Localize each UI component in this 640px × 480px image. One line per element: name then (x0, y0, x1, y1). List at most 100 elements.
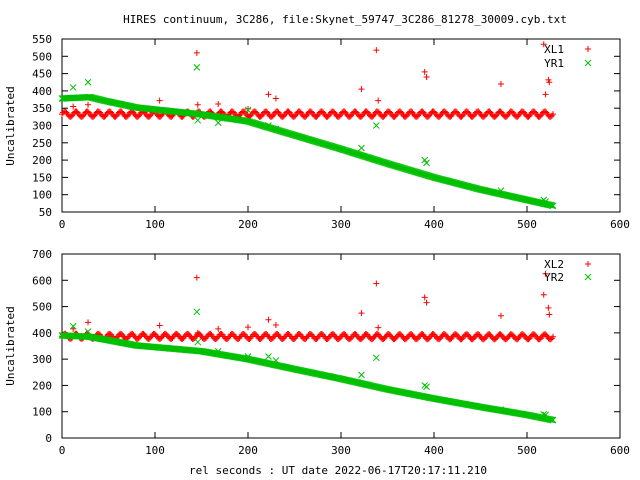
data-point-yr1-outlier (84, 78, 92, 86)
data-point-yr1-outlier (423, 159, 430, 167)
data-point-xl2-outlier (194, 329, 201, 336)
data-point-xl1-outlier (194, 101, 201, 108)
data-point-yr2-outlier (497, 406, 505, 413)
legend-marker-xl2 (585, 261, 591, 267)
bottom-y-tick-label: 0 (45, 432, 52, 445)
data-point-xl2-outlier (542, 270, 549, 277)
data-point-yr1 (548, 202, 556, 209)
top-y-tick-label: 200 (32, 154, 52, 167)
data-point-xl1-outlier (423, 74, 430, 81)
data-point-xl1-outlier (540, 41, 547, 48)
bottom-x-axis-ticks: 0 100 200 300 400 500 600 (59, 254, 630, 457)
data-point-yr2-outlier (272, 357, 280, 364)
data-point-yr1-outlier (372, 122, 380, 129)
data-point-xl2-outlier (358, 310, 365, 317)
data-point-xl1-outlier (70, 103, 77, 110)
top-x-tick-label: 500 (517, 218, 537, 231)
data-point-yr1 (549, 202, 557, 210)
data-point-xl1-outlier (375, 97, 382, 104)
legend-symbol-xl1 (585, 46, 591, 52)
top-x-tick-label: 100 (145, 218, 165, 231)
data-point-yr2 (548, 416, 556, 424)
legend-marker-yr1 (584, 59, 592, 67)
top-y-tick-label: 100 (32, 189, 52, 202)
data-point-yr2-outlier (69, 322, 77, 330)
data-point-xl1-outlier (542, 91, 549, 98)
data-point-yr2-outlier (265, 353, 272, 360)
data-point-yr1-outlier (214, 119, 222, 127)
top-y-tick-label: 550 (32, 33, 52, 46)
data-point-xl1-outlier (245, 105, 251, 112)
data-point-xl1-outlier (272, 95, 279, 102)
top-y-tick-label: 250 (32, 137, 52, 150)
bottom-x-tick-label: 200 (238, 444, 258, 457)
data-point-xl2-outlier (546, 311, 553, 318)
data-point-yr2-outlier (423, 383, 430, 391)
data-point-yr2-outlier (84, 328, 92, 335)
bottom-x-tick-label: 600 (610, 444, 630, 457)
data-point-yr1-outlier (69, 84, 77, 91)
series-yr2 (58, 308, 557, 424)
data-point-xl2-outlier (265, 316, 272, 323)
legend-symbol-yr1 (584, 59, 592, 67)
bottom-x-tick-label: 300 (331, 444, 351, 457)
data-point-yr2-outlier (542, 411, 549, 419)
top-y-tick-label: 450 (32, 68, 52, 81)
data-point-xl1-outlier (156, 97, 163, 104)
top-y-tick-label: 400 (32, 85, 52, 98)
data-point-xl2-outlier (215, 325, 222, 332)
top-x-tick-label: 200 (238, 218, 258, 231)
data-point-xl1-outlier (265, 91, 272, 98)
top-x-tick-label: 400 (424, 218, 444, 231)
data-point-yr2-outlier (194, 338, 202, 346)
data-point-xl1-outlier (193, 49, 200, 56)
top-plot-panel: 50 100 150 200 250 300 350 400 450 500 550 0 100 200… (4, 33, 630, 231)
data-point-yr2-outlier (193, 308, 201, 316)
data-point-xl1-outlier (497, 80, 504, 87)
data-point-xl2-outlier (497, 312, 504, 319)
bottom-y-axis-ticks: 0 100 200 300 400 500 600 700 (32, 248, 620, 445)
bottom-y-tick-label: 300 (32, 353, 52, 366)
data-point-yr1-outlier (497, 187, 505, 194)
data-point-yr2-outlier (358, 371, 365, 379)
bottom-x-tick-label: 500 (517, 444, 537, 457)
bottom-y-tick-label: 100 (32, 406, 52, 419)
bottom-plot-series (58, 270, 557, 424)
legend-label-xl2: XL2 (544, 258, 564, 271)
series-xl2 (59, 270, 557, 343)
data-point-yr2-outlier (372, 354, 380, 362)
data-point-xl1-outlier (421, 68, 428, 75)
data-point-xl2-outlier (423, 299, 430, 306)
data-point-yr1-outlier (265, 122, 272, 129)
top-y-tick-label: 500 (32, 50, 52, 63)
legend-label-yr1: YR1 (544, 57, 564, 70)
legend-symbol-yr2 (584, 273, 592, 281)
data-point-xl2-outlier (272, 321, 279, 328)
top-y-tick-label: 300 (32, 120, 52, 133)
top-y-tick-label: 150 (32, 171, 52, 184)
bottom-y-tick-label: 700 (32, 248, 52, 261)
top-x-tick-label: 0 (59, 218, 66, 231)
data-point-xl1-outlier (358, 86, 365, 93)
bottom-y-axis-label: Uncalibrated (4, 306, 17, 385)
data-point-xl2-outlier (245, 324, 251, 331)
legend-marker-xl1 (585, 46, 591, 52)
legend-marker-yr2 (584, 273, 592, 281)
top-x-axis-ticks: 0 100 200 300 400 500 600 (59, 39, 630, 231)
bottom-plot-panel: 0 100 200 300 400 500 600 700 0 100 200 300 400 500 6… (4, 248, 630, 477)
data-point-yr1-outlier (193, 64, 201, 71)
top-y-tick-label: 350 (32, 102, 52, 115)
data-point-yr2-outlier (540, 410, 548, 418)
chart-title: HIRES continuum, 3C286, file:Skynet_5974… (123, 13, 567, 26)
data-point-yr1-outlier (358, 144, 365, 152)
data-point-xl2-outlier (545, 304, 552, 311)
data-point-xl2-outlier (373, 280, 380, 287)
data-point-xl2 (550, 333, 557, 340)
data-point-xl2-outlier (540, 291, 547, 298)
data-point-xl2-outlier (375, 324, 382, 331)
top-plot-frame (61, 38, 621, 213)
data-point-yr1-outlier (272, 125, 280, 133)
data-point-yr2 (547, 416, 555, 424)
top-y-axis-ticks: 50 100 150 200 250 300 350 400 450 500 550 (32, 33, 620, 219)
data-point-xl2-outlier (193, 274, 200, 281)
